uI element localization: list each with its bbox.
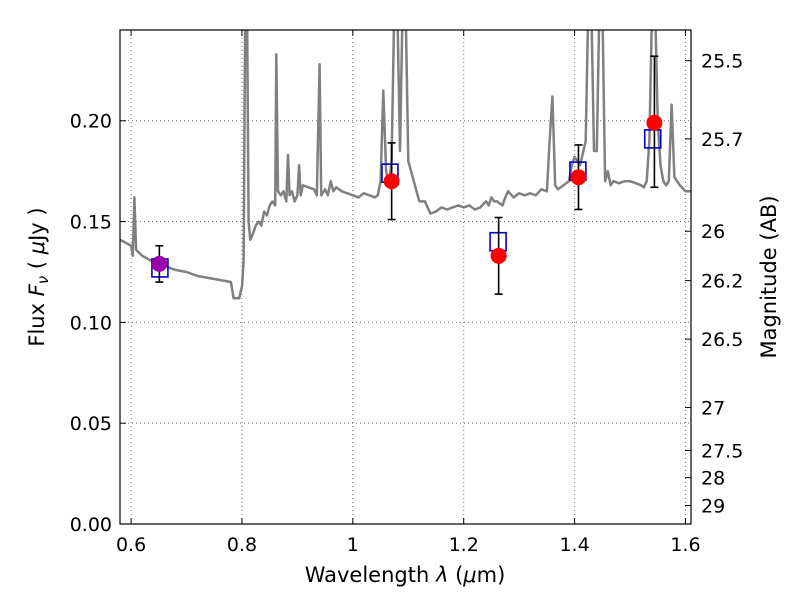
observed-flux-point: [646, 114, 663, 131]
y2-tick-label: 25.7: [701, 129, 743, 151]
x-tick-label: 1.6: [670, 534, 700, 556]
x-tick-label: 1.2: [449, 534, 479, 556]
y2-tick-label: 26.2: [701, 271, 743, 293]
observed-flux-point: [151, 255, 168, 272]
y-tick-label: 0.05: [70, 413, 112, 435]
markers: [151, 55, 663, 295]
x-axis-label: Wavelength λ (μm): [305, 563, 506, 587]
y-tick-label: 0.20: [70, 111, 112, 133]
x-tick-label: 1.4: [559, 534, 589, 556]
observed-flux-point: [383, 173, 400, 190]
observed-flux-point: [490, 247, 507, 264]
model-spectrum-line: [120, 30, 691, 300]
y-tick-label: 0.00: [70, 514, 112, 536]
y2-tick-label: 29: [701, 495, 725, 517]
plot-area: [120, 30, 691, 300]
x-tick-label: 1: [347, 534, 359, 556]
y-axis-label: Flux Fν ( μJy ): [25, 207, 52, 346]
y2-tick-label: 25.5: [701, 51, 743, 73]
y-tick-label: 0.15: [70, 212, 112, 234]
y2-tick-label: 27.5: [701, 440, 743, 462]
y2-tick-label: 28: [701, 468, 725, 490]
x-tick-label: 0.8: [227, 534, 257, 556]
observed-flux-point: [570, 169, 587, 186]
y2-tick-label: 26.5: [701, 329, 743, 351]
axes: 0.6 0.8 1 1.2 1.4 1.6 0.00 0.05 0.10 0.15 0.20 25.5…: [70, 30, 743, 556]
y2-tick-label: 27: [701, 397, 725, 419]
plot-frame: [119, 29, 692, 525]
x-tick-label: 0.6: [116, 534, 146, 556]
y2-tick-label: 26: [701, 221, 725, 243]
y-tick-label: 0.10: [70, 312, 112, 334]
y2-axis-label: Magnitude (AB): [757, 195, 781, 358]
